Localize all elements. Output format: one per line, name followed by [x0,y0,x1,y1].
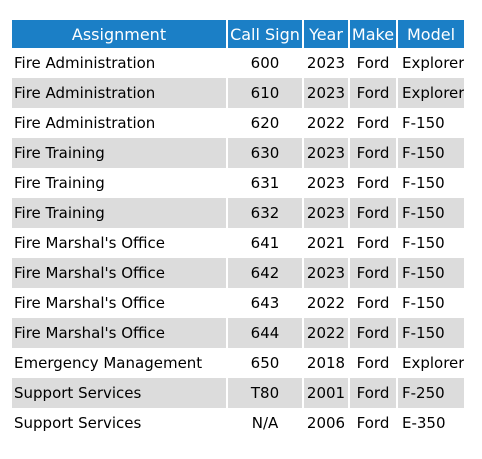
cell-assignment: Support Services [12,378,226,408]
cell-year: 2023 [306,54,346,72]
header-year: Year [304,20,348,48]
cell-assignment: Fire Administration [14,54,156,72]
cell-assignment: Fire Marshal's Office [14,294,166,312]
table-row: Fire Training 632 2023 Ford F-150 [12,198,464,228]
cell-make: Ford [356,414,390,432]
cell-assignment: Fire Training [12,138,226,168]
cell-year: 2001 [304,378,348,408]
cell-make: Ford [356,54,390,72]
table-row: Fire Administration 620 2022 Ford F-150 [12,108,464,138]
header-row: Assignment Call Sign Year Make Model [12,20,464,48]
cell-call-sign: N/A [251,414,279,432]
cell-make: Ford [356,294,390,312]
table-row: Fire Marshal's Office 644 2022 Ford F-150 [12,318,464,348]
cell-make: Ford [356,234,390,252]
cell-assignment: Emergency Management [14,354,203,372]
cell-model: F-150 [398,258,464,288]
cell-make: Ford [350,258,396,288]
cell-model: F-250 [398,378,464,408]
cell-make: Ford [350,378,396,408]
cell-call-sign: 630 [228,138,302,168]
cell-assignment: Fire Marshal's Office [12,258,226,288]
cell-assignment: Fire Marshal's Office [12,318,226,348]
table-row: Fire Training 630 2023 Ford F-150 [12,138,464,168]
cell-model: F-150 [402,294,445,312]
cell-model: F-150 [402,174,445,192]
cell-year: 2023 [304,258,348,288]
header-assignment: Assignment [12,20,226,48]
cell-model: Explorer [402,354,464,372]
header-call-sign: Call Sign [228,20,302,48]
cell-assignment: Fire Administration [14,114,156,132]
table-header: Assignment Call Sign Year Make Model [12,20,464,48]
vehicle-table: Assignment Call Sign Year Make Model Fir… [10,20,466,438]
cell-call-sign: 610 [228,78,302,108]
header-model: Model [398,20,464,48]
cell-year: 2006 [306,414,346,432]
table-row: Fire Administration 610 2023 Ford Explorer [12,78,464,108]
table-row: Support Services N/A 2006 Ford E-350 [12,408,464,438]
cell-year: 2022 [304,318,348,348]
cell-model: Explorer [398,78,464,108]
cell-assignment: Fire Administration [12,78,226,108]
table-body: Fire Administration 600 2023 Ford Explorer Fi… [12,48,464,438]
cell-assignment: Fire Marshal's Office [14,234,166,252]
cell-call-sign: 650 [250,354,280,372]
cell-call-sign: T80 [228,378,302,408]
cell-make: Ford [356,174,390,192]
cell-year: 2023 [306,174,346,192]
cell-assignment: Support Services [14,414,142,432]
cell-make: Ford [350,318,396,348]
cell-year: 2023 [304,138,348,168]
cell-call-sign: 600 [250,54,280,72]
table-row: Fire Marshal's Office 641 2021 Ford F-150 [12,228,464,258]
cell-year: 2023 [304,78,348,108]
cell-model: F-150 [398,138,464,168]
header-make: Make [350,20,396,48]
cell-make: Ford [350,198,396,228]
table-row: Fire Marshal's Office 642 2023 Ford F-150 [12,258,464,288]
cell-model: Explorer [402,54,464,72]
table-row: Fire Training 631 2023 Ford F-150 [12,168,464,198]
cell-year: 2021 [306,234,346,252]
cell-call-sign: 643 [250,294,280,312]
cell-year: 2022 [306,114,346,132]
cell-make: Ford [356,354,390,372]
cell-assignment: Fire Training [14,174,105,192]
cell-make: Ford [356,114,390,132]
cell-call-sign: 641 [250,234,280,252]
cell-model: E-350 [402,414,446,432]
table-row: Support Services T80 2001 Ford F-250 [12,378,464,408]
cell-call-sign: 631 [250,174,280,192]
table-row: Fire Administration 600 2023 Ford Explorer [12,48,464,78]
cell-call-sign: 644 [228,318,302,348]
cell-make: Ford [350,138,396,168]
cell-make: Ford [350,78,396,108]
table-row: Emergency Management 650 2018 Ford Explorer [12,348,464,378]
cell-model: F-150 [398,198,464,228]
cell-call-sign: 620 [250,114,280,132]
cell-model: F-150 [402,234,445,252]
cell-year: 2018 [306,354,346,372]
cell-model: F-150 [402,114,445,132]
cell-year: 2022 [306,294,346,312]
cell-call-sign: 642 [228,258,302,288]
table-row: Fire Marshal's Office 643 2022 Ford F-150 [12,288,464,318]
cell-call-sign: 632 [228,198,302,228]
cell-year: 2023 [304,198,348,228]
cell-assignment: Fire Training [12,198,226,228]
cell-model: F-150 [398,318,464,348]
